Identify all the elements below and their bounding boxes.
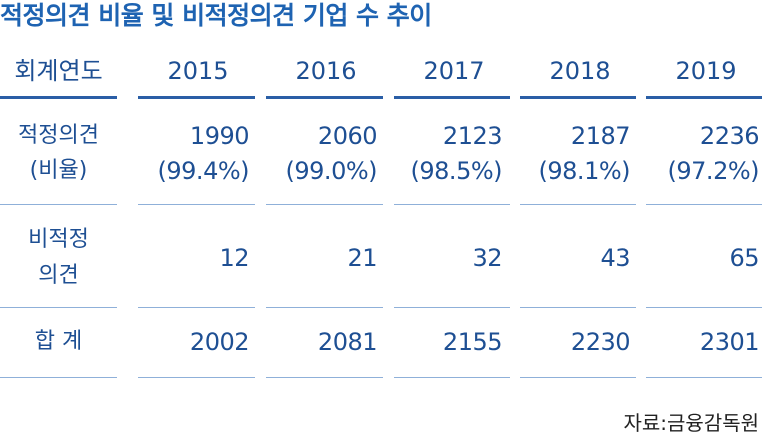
row-label-line: 의견 (38, 263, 79, 288)
row-divider (394, 204, 510, 205)
cell-count-2018: 2187 (570, 122, 631, 150)
header-divider (520, 96, 636, 99)
row-label-line: 적정의견 (18, 123, 99, 148)
cell-count-2019: 2236 (699, 122, 760, 150)
cell-2015: 2002 (189, 328, 250, 356)
header-year-2017: 2017 (423, 57, 485, 85)
cell-2018: 2230 (570, 328, 631, 356)
table-title: 적정의견 비율 및 비적정의견 기업 수 추이 (0, 1, 432, 30)
cell-2017: 32 (472, 244, 502, 272)
header-divider (266, 96, 383, 99)
cell-2019: 2301 (699, 328, 760, 356)
cell-count-2017: 2123 (442, 122, 503, 150)
row-divider (646, 307, 762, 308)
row-divider (394, 377, 510, 378)
row-divider (520, 377, 636, 378)
cell-2016: 21 (347, 244, 377, 272)
cell-ratio-2016: (99.0%) (285, 157, 378, 185)
row-divider (138, 204, 255, 205)
row-divider (394, 307, 510, 308)
header-divider (394, 96, 510, 99)
cell-2016: 2081 (317, 328, 378, 356)
row-label-line: (비율) (29, 158, 88, 183)
row-divider (0, 377, 117, 378)
cell-ratio-2017: (98.5%) (410, 157, 503, 185)
header-divider (0, 96, 117, 99)
header-year-2015: 2015 (167, 57, 229, 85)
row-label-line: 비적정 (28, 227, 89, 252)
row-divider (646, 204, 762, 205)
header-year-2019: 2019 (675, 57, 737, 85)
row-divider (266, 377, 383, 378)
row-divider (520, 204, 636, 205)
cell-ratio-2019: (97.2%) (667, 157, 760, 185)
cell-2018: 43 (600, 244, 630, 272)
row-divider (266, 307, 383, 308)
cell-count-2015: 1990 (189, 122, 250, 150)
cell-ratio-2018: (98.1%) (538, 157, 631, 185)
source-note: 자료:금융감독원 (623, 411, 759, 435)
row-divider (646, 377, 762, 378)
cell-ratio-2015: (99.4%) (157, 157, 250, 185)
row-divider (138, 377, 255, 378)
row-divider (266, 204, 383, 205)
cell-2017: 2155 (442, 328, 503, 356)
header-divider (646, 96, 762, 99)
header-year-2018: 2018 (549, 57, 611, 85)
row-divider (138, 307, 255, 308)
cell-2015: 12 (219, 244, 249, 272)
row-label-line: 합 계 (34, 329, 83, 354)
row-divider (0, 204, 117, 205)
cell-2019: 65 (729, 244, 759, 272)
header-fiscal-year-label: 회계연도 (14, 57, 103, 85)
cell-count-2016: 2060 (317, 122, 378, 150)
row-divider (0, 307, 117, 308)
row-divider (520, 307, 636, 308)
header-divider (138, 96, 255, 99)
header-year-2016: 2016 (295, 57, 357, 85)
